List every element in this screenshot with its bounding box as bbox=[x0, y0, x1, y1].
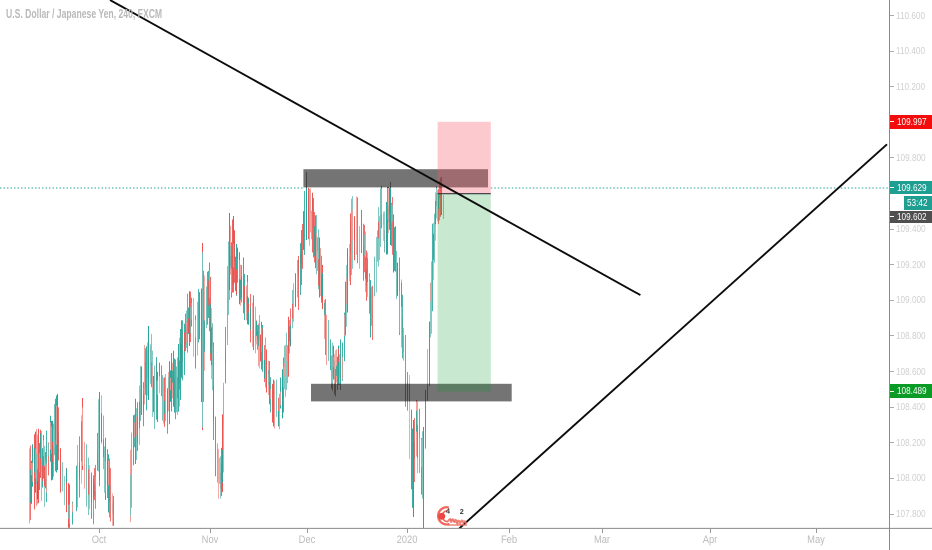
svg-text:2: 2 bbox=[460, 507, 464, 516]
svg-text:4: 4 bbox=[446, 507, 450, 516]
